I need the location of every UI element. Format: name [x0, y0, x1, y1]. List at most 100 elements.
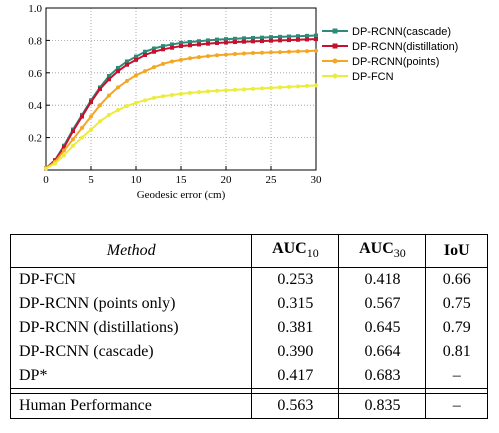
results-table: Method AUC10 AUC30 IoU DP-FCN 0.253 0.41…	[9, 234, 488, 419]
data-point	[242, 39, 246, 44]
x-tick-label: 20	[221, 174, 233, 186]
data-point	[278, 34, 282, 39]
data-point	[278, 50, 282, 55]
legend-entry: DP-RCNN(cascade)	[352, 26, 451, 38]
data-point	[170, 92, 174, 97]
data-point	[98, 87, 102, 91]
data-point	[44, 166, 48, 171]
data-point	[278, 85, 282, 90]
data-point	[170, 42, 174, 47]
data-point	[161, 61, 165, 66]
legend-swatch-marker	[332, 58, 338, 64]
row-iou: –	[425, 364, 488, 389]
data-point	[305, 33, 309, 38]
data-point	[251, 86, 255, 91]
data-point	[170, 45, 174, 50]
data-point	[287, 49, 291, 54]
data-point	[260, 35, 264, 40]
row-auc10: 0.563	[251, 393, 339, 419]
data-point	[134, 73, 138, 78]
data-point	[278, 38, 282, 43]
data-point	[80, 125, 84, 130]
data-point	[269, 50, 273, 55]
table-row: DP* 0.417 0.683 –	[9, 364, 488, 389]
row-auc30: 0.645	[338, 316, 426, 340]
data-point	[215, 88, 219, 93]
data-point	[224, 52, 228, 57]
header-auc30-sub: 30	[393, 246, 406, 261]
data-point	[251, 51, 255, 56]
data-point	[53, 161, 57, 166]
header-auc10-sub: 10	[306, 246, 319, 261]
y-tick-label: 0.4	[28, 100, 42, 112]
axes-layer: 0 5 10 15 20 25 30 0.2 0.4 0.6 0.8 1.0 Geodesic erro…	[28, 3, 322, 201]
data-point	[152, 95, 156, 100]
legend-entry: DP-RCNN(distillation)	[352, 41, 458, 53]
x-tick-label: 25	[266, 174, 278, 186]
data-point	[62, 148, 66, 153]
x-tick-label: 30	[311, 174, 323, 186]
data-point	[251, 39, 255, 44]
row-method: DP-FCN	[9, 267, 252, 292]
row-iou: 0.81	[425, 340, 488, 364]
data-point	[89, 99, 93, 104]
legend-entry: DP-FCN	[352, 71, 394, 83]
data-point	[80, 114, 84, 119]
header-auc10: AUC10	[251, 234, 339, 268]
data-point	[242, 87, 246, 92]
data-point	[269, 85, 273, 90]
row-auc10: 0.315	[251, 292, 339, 316]
data-point	[206, 41, 210, 46]
data-point	[143, 98, 147, 103]
data-point	[305, 37, 309, 42]
data-point	[170, 59, 174, 64]
data-point	[143, 69, 147, 74]
separator-cell	[251, 388, 339, 394]
data-point	[233, 87, 237, 92]
data-point	[287, 34, 291, 39]
data-point	[233, 36, 237, 41]
row-auc30: 0.418	[338, 267, 426, 292]
data-point	[296, 49, 300, 54]
row-auc30: 0.683	[338, 364, 426, 389]
separator-cell	[338, 388, 426, 394]
data-point	[98, 119, 102, 124]
row-method: DP-RCNN (distillations)	[9, 316, 252, 340]
chart-svg: 0 5 10 15 20 25 30 0.2 0.4 0.6 0.8 1.0 Geodesic erro…	[28, 3, 458, 201]
data-point	[314, 37, 318, 42]
row-auc30: 0.835	[338, 393, 426, 419]
data-point	[296, 37, 300, 42]
data-point	[233, 52, 237, 57]
data-point	[107, 74, 111, 79]
data-point	[197, 90, 201, 95]
data-point	[116, 69, 120, 74]
grid-layer	[46, 8, 316, 170]
header-auc10-main: AUC	[272, 240, 307, 258]
y-tick-label: 0.6	[28, 68, 42, 80]
data-point	[314, 48, 318, 53]
data-point	[125, 62, 129, 67]
data-point	[287, 84, 291, 89]
row-method: DP*	[9, 364, 252, 389]
data-point	[143, 52, 147, 57]
data-point	[242, 51, 246, 56]
data-point	[269, 35, 273, 40]
legend-layer: DP-RCNN(cascade) DP-RCNN(distillation) DP-…	[322, 26, 458, 83]
row-iou: 0.75	[425, 292, 488, 316]
data-point	[179, 44, 183, 49]
row-iou: 0.79	[425, 316, 488, 340]
table-row: DP-FCN 0.253 0.418 0.66	[9, 267, 488, 292]
row-auc10: 0.381	[251, 316, 339, 340]
data-point	[260, 50, 264, 55]
legend-swatch-marker	[332, 28, 338, 34]
data-point	[224, 88, 228, 93]
table-row: DP-RCNN (distillations) 0.381 0.645 0.79	[9, 316, 488, 340]
table-header-row: Method AUC10 AUC30 IoU	[9, 234, 488, 268]
header-iou: IoU	[425, 234, 488, 268]
data-point	[188, 43, 192, 48]
legend-swatch-marker	[332, 73, 338, 79]
series-layer	[44, 33, 318, 171]
data-point	[143, 49, 147, 54]
data-point	[269, 38, 273, 43]
row-iou: –	[425, 393, 488, 419]
